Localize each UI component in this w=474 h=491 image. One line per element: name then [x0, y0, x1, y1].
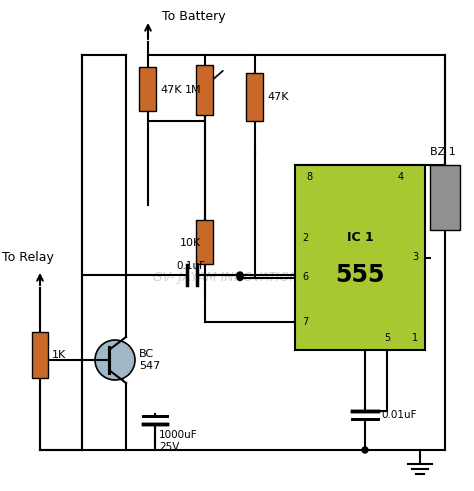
- Bar: [295, 165, 425, 350]
- Circle shape: [237, 274, 243, 280]
- Text: 2: 2: [302, 233, 308, 243]
- Text: 1: 1: [412, 333, 418, 343]
- Text: GV- JAYAM INNOVATIONS: GV- JAYAM INNOVATIONS: [153, 272, 307, 284]
- Circle shape: [362, 447, 368, 453]
- Text: 1000uF
25V: 1000uF 25V: [159, 430, 198, 452]
- Circle shape: [95, 340, 135, 380]
- Text: 10K: 10K: [180, 238, 201, 248]
- Text: BZ 1: BZ 1: [430, 147, 456, 157]
- Text: 5: 5: [384, 333, 390, 343]
- Bar: [139, 67, 156, 111]
- Text: 7: 7: [302, 317, 308, 327]
- Bar: [143, 416, 167, 424]
- Text: 8: 8: [306, 172, 312, 182]
- Text: BC
547: BC 547: [139, 349, 160, 371]
- Bar: [32, 332, 48, 378]
- Text: 47K: 47K: [160, 85, 182, 95]
- Text: 47K: 47K: [267, 92, 289, 102]
- Text: 0.01uF: 0.01uF: [381, 410, 417, 420]
- Text: To Relay: To Relay: [2, 251, 54, 265]
- Circle shape: [237, 272, 243, 278]
- Text: 6: 6: [302, 273, 308, 282]
- Text: 1M: 1M: [184, 85, 201, 95]
- Text: 4: 4: [398, 172, 404, 182]
- Text: 0.1uF: 0.1uF: [176, 261, 205, 271]
- Text: IC 1: IC 1: [346, 231, 374, 244]
- Bar: [197, 65, 213, 115]
- Bar: [197, 220, 213, 264]
- Bar: [352, 411, 378, 419]
- Text: 1K: 1K: [52, 350, 66, 360]
- Bar: [246, 73, 264, 121]
- Text: 555: 555: [335, 264, 385, 288]
- Text: 3: 3: [412, 252, 418, 263]
- Bar: [430, 165, 460, 230]
- Text: To Battery: To Battery: [162, 9, 226, 23]
